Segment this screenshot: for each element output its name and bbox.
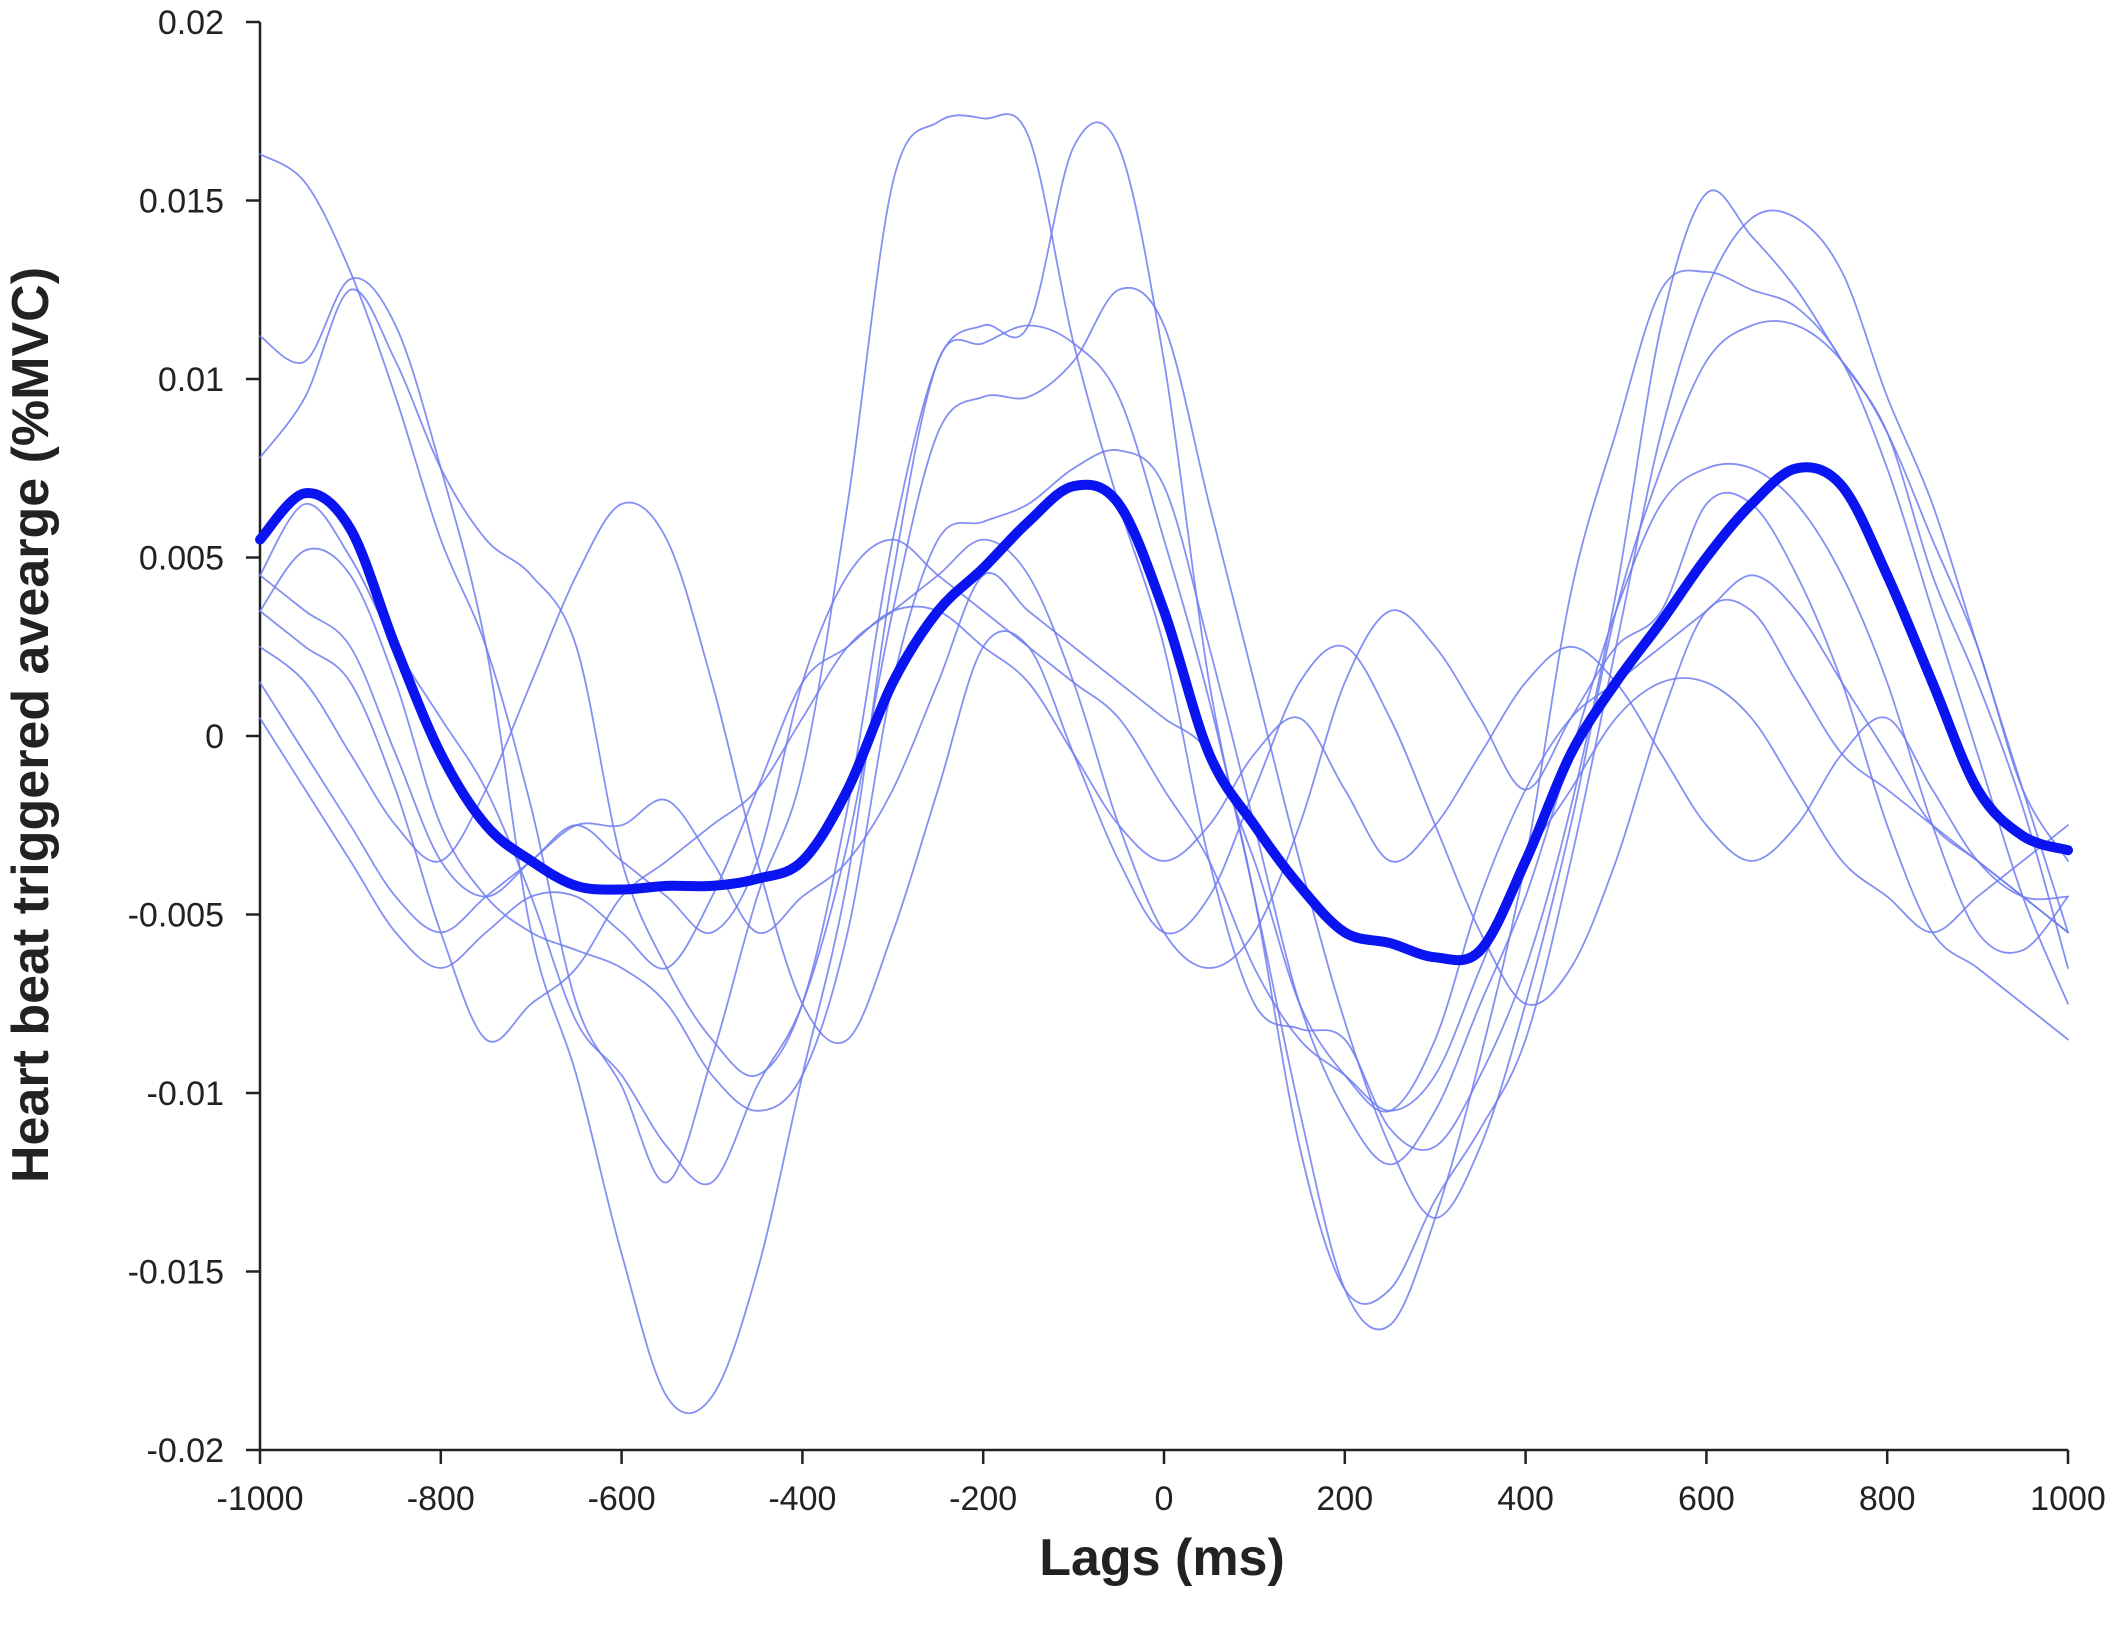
x-tick-label: -1000 xyxy=(217,1480,304,1518)
individual-series-line xyxy=(259,449,2069,1166)
x-tick-label: -600 xyxy=(588,1480,656,1518)
individual-series-line xyxy=(259,605,2069,970)
y-axis: 0.02 0.015 0.01 0.005 0 -0.005 -0.01 -0.015 -0.0… xyxy=(128,4,262,1470)
individual-series-line xyxy=(259,286,2069,1219)
individual-series-line xyxy=(259,113,2069,1184)
x-tick-label: 600 xyxy=(1678,1480,1735,1518)
individual-series-line xyxy=(259,538,2069,1112)
y-tick-label: -0.005 xyxy=(128,897,224,935)
y-tick-label: 0.01 xyxy=(158,361,224,399)
x-tick-label: -200 xyxy=(949,1480,1017,1518)
y-tick-label: -0.015 xyxy=(128,1254,224,1292)
y-axis-title: Heart beat triggered avearge (%MVC) xyxy=(2,267,60,1183)
x-axis-title: Lags (ms) xyxy=(1039,1529,1285,1587)
x-tick-label: 400 xyxy=(1497,1480,1554,1518)
individual-series-line xyxy=(259,269,2069,1415)
average-series-line xyxy=(255,462,2073,966)
individual-series-line xyxy=(259,501,2069,1045)
individual-series-line xyxy=(259,121,2069,1305)
x-tick-label: -800 xyxy=(407,1480,475,1518)
y-tick-label: 0 xyxy=(205,718,224,756)
x-tick-label: 200 xyxy=(1316,1480,1373,1518)
y-tick-label: -0.01 xyxy=(147,1075,225,1113)
x-tick-label: -400 xyxy=(768,1480,836,1518)
individual-series-line xyxy=(259,572,2069,1113)
x-axis: -1000 -800 -600 -400 -200 0 200 400 600 800 1000 xyxy=(217,1448,2106,1518)
y-tick-label: -0.02 xyxy=(147,1432,225,1470)
x-tick-label: 1000 xyxy=(2030,1480,2106,1518)
x-tick-label: 0 xyxy=(1155,1480,1174,1518)
y-tick-label: 0.005 xyxy=(139,540,224,578)
series-layer xyxy=(255,113,2073,1415)
individual-series-line xyxy=(259,491,2069,1043)
x-tick-label: 800 xyxy=(1859,1480,1916,1518)
y-tick-label: 0.015 xyxy=(139,183,224,221)
y-tick-label: 0.02 xyxy=(158,4,224,42)
